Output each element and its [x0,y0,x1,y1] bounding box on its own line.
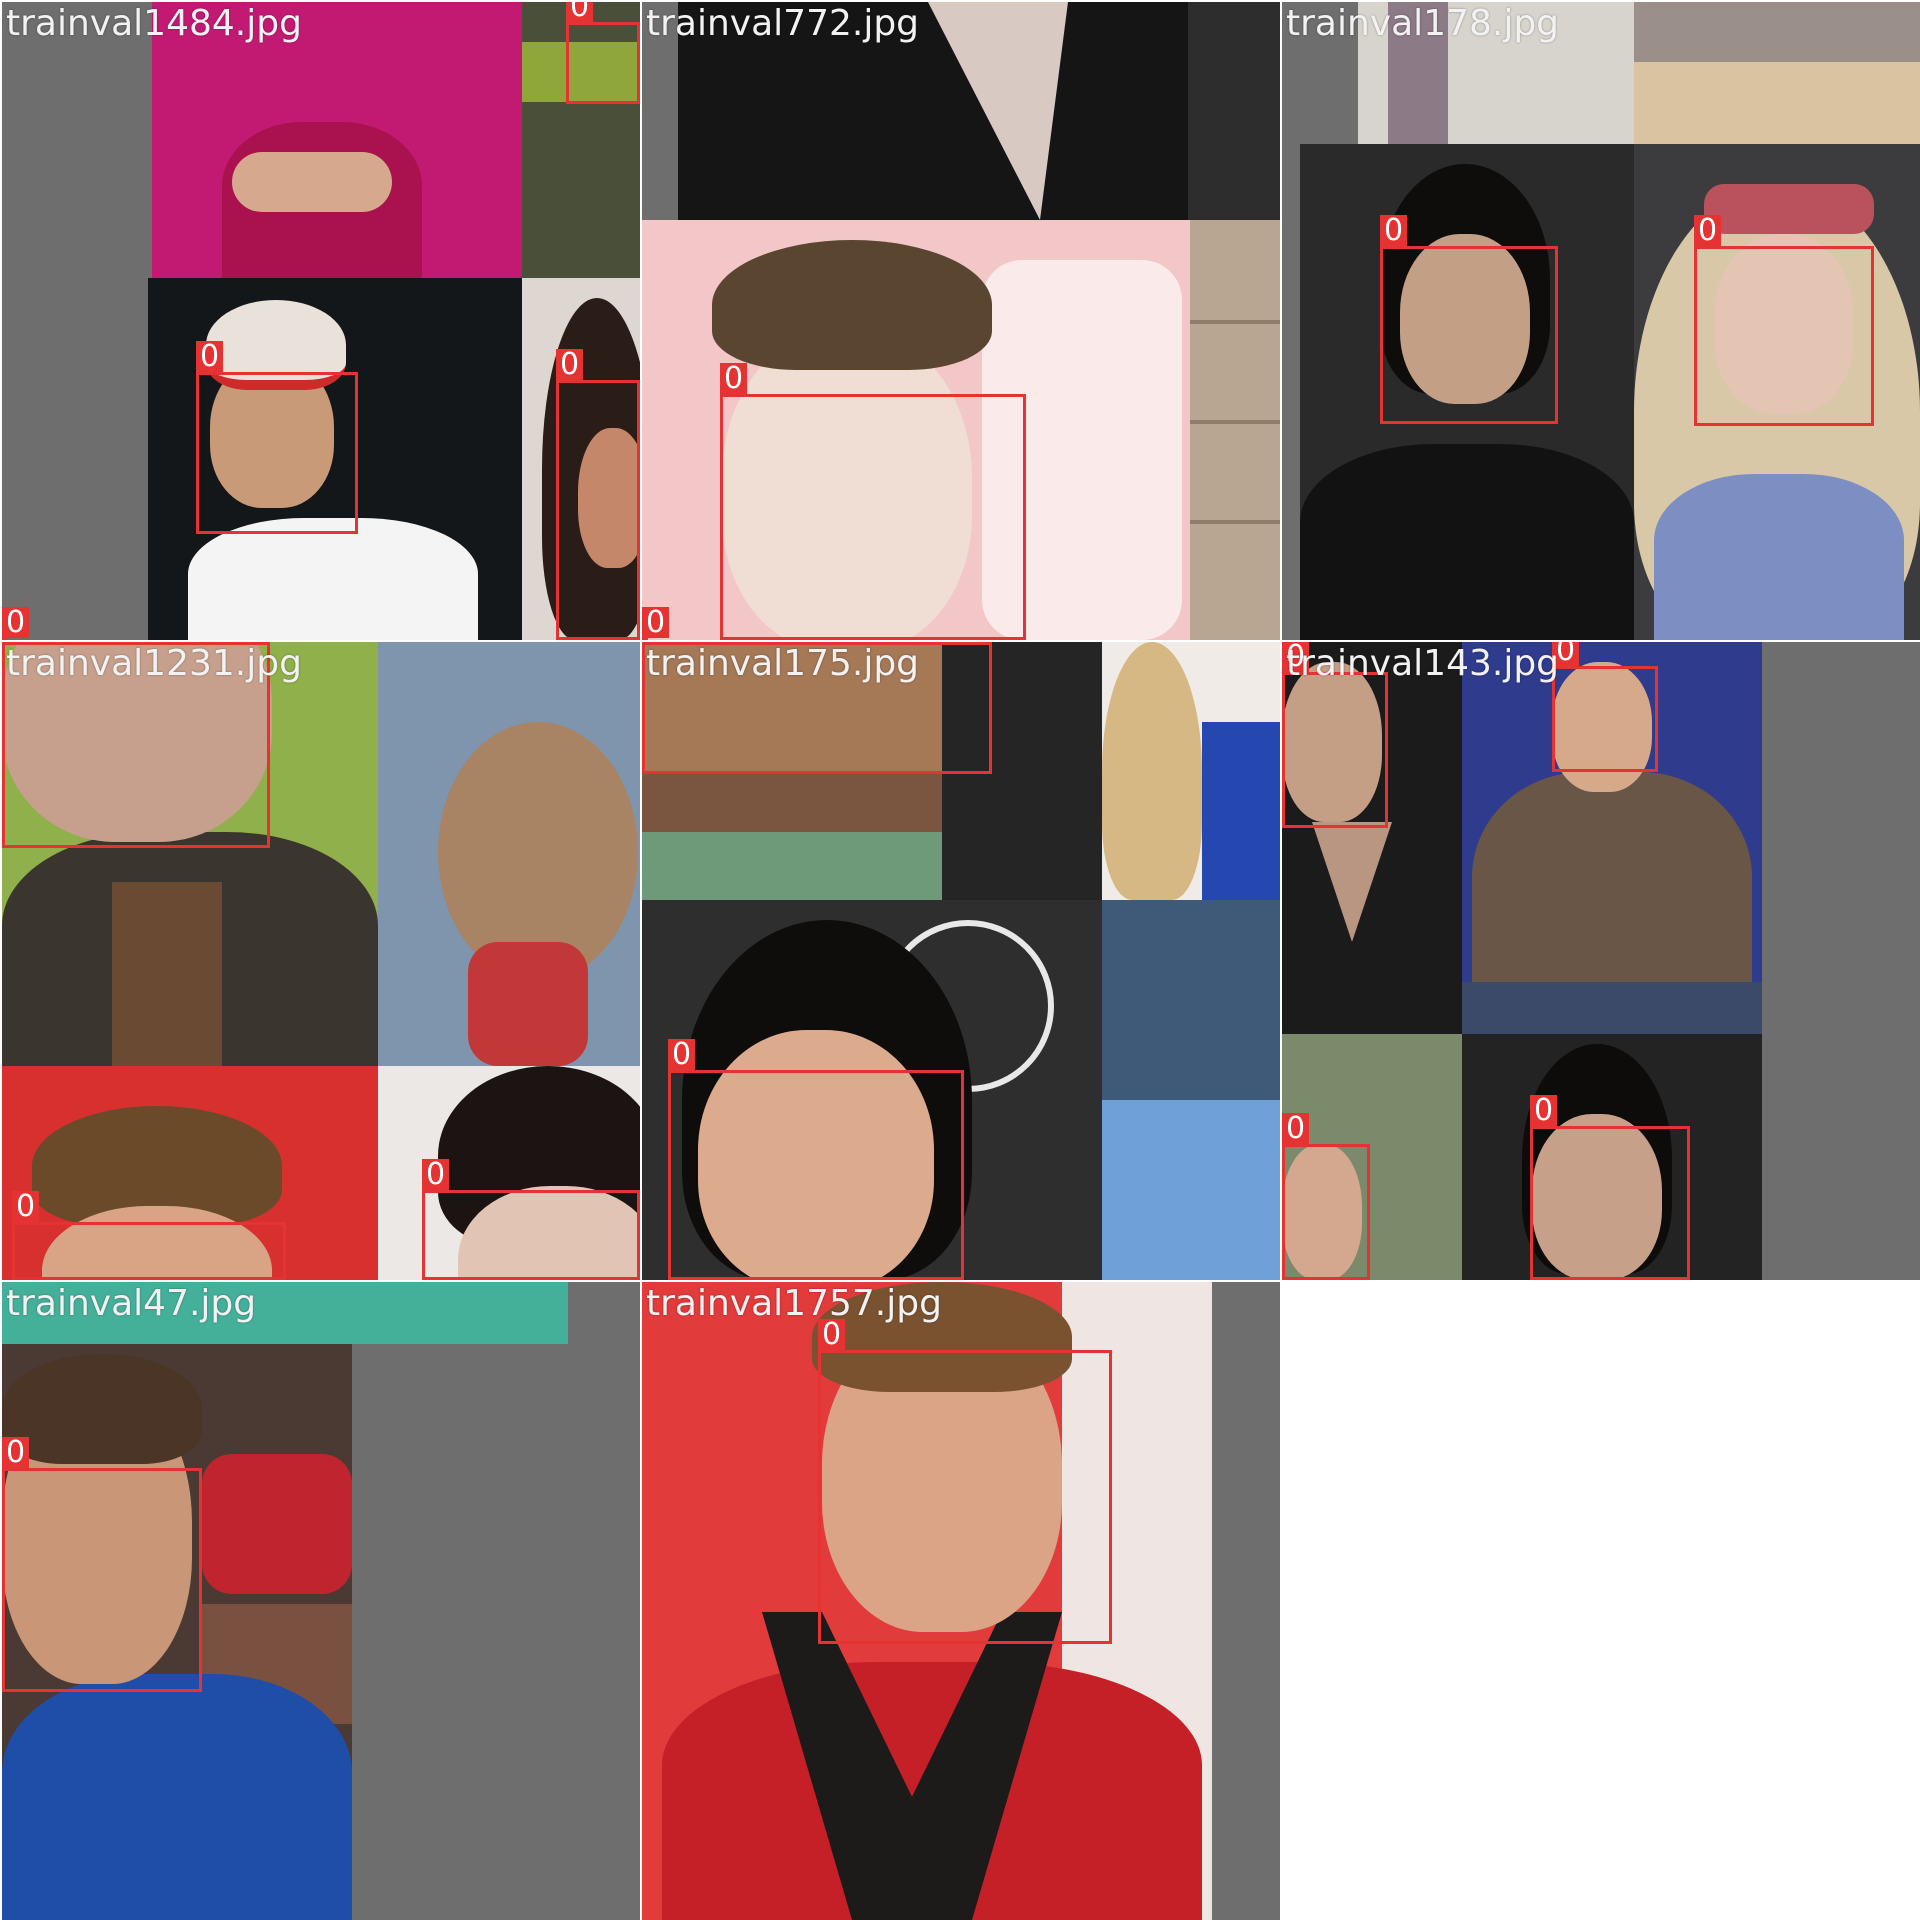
class-label: 0 [196,341,224,372]
face-bounding-box: 0 [1694,215,1874,426]
class-label: 0 [642,607,670,638]
face-bounding-box: 0 [422,1159,640,1280]
photo-crop-blonde-blue [1102,642,1280,900]
class-label: 0 [668,1039,696,1070]
face-bounding-box: 0 [12,1191,286,1280]
face-bounding-box: 0 [1552,642,1658,772]
tile-filename: trainval143.jpg [1286,643,1560,684]
photo-crop-young-man-scarf [642,1282,1212,1920]
tile-filename: trainval1484.jpg [6,3,302,44]
photo-crop-pink-dress [152,2,522,278]
photo-crop-dark-corner [522,2,640,278]
class-label: 0 [1282,642,1310,672]
mosaic-tile-8: trainval1757.jpg 0 [642,1282,1280,1920]
class-label: 0 [1282,1113,1310,1144]
photo-crop-teal-shirt [2,1282,568,1344]
tile-filename: trainval1757.jpg [646,1283,942,1324]
face-bounding-box: 0 [642,607,670,640]
face-bounding-box: 0 [2,1437,202,1692]
photo-crop-fur-coat [378,642,640,1066]
tile-filename: trainval178.jpg [1286,3,1560,44]
photo-crop-brick-wall [1190,220,1280,640]
class-label: 0 [1380,215,1408,246]
class-label: 0 [1552,642,1580,666]
tile-filename: trainval1231.jpg [6,643,302,684]
photo-crop-dark-edge [1188,2,1280,220]
class-label: 0 [2,607,30,638]
mosaic-tile-6: trainval143.jpg 0 0 0 0 [1282,642,1920,1280]
class-label: 0 [422,1159,450,1190]
photo-crop-suit-bag [1358,2,1634,144]
class-label: 0 [556,349,584,380]
class-label: 0 [12,1191,40,1222]
mosaic-tile-1: trainval1484.jpg 0 0 0 0 [2,2,640,640]
face-bounding-box: 0 [818,1319,1112,1644]
face-bounding-box: 0 [642,642,992,774]
face-bounding-box: 0 [2,642,270,848]
face-bounding-box: 0 [1282,642,1388,828]
mosaic-tile-2: trainval772.jpg 0 0 [642,2,1280,640]
class-label: 0 [2,1437,30,1468]
class-label: 0 [720,363,748,394]
photo-crop-man-blue-jacket [2,1344,352,1920]
face-bounding-box: 0 [566,2,640,104]
tile-filename: trainval772.jpg [646,3,920,44]
photo-crop-man-red-bg [2,1066,378,1280]
face-bounding-box: 0 [556,349,640,640]
photo-crop-woman-smiling [1462,1034,1762,1280]
photo-crop-woman-black-hair [1300,144,1634,640]
face-bounding-box: 0 [2,607,30,640]
mosaic-tile-4: trainval1231.jpg 0 0 0 [2,642,640,1280]
class-label: 0 [1530,1095,1558,1126]
photo-crop-black-outfit [678,2,1188,220]
face-bounding-box: 0 [1530,1095,1690,1280]
photo-crop-young-man [642,220,1190,640]
photo-crop-woman-hard-rock [642,900,1102,1280]
photo-crop-woman-black-dress [1282,642,1462,1034]
face-bounding-box: 0 [196,341,358,534]
face-bounding-box: 0 [1282,1113,1370,1280]
tile-filename: trainval175.jpg [646,643,920,684]
photo-crop-blue-blur [1102,900,1280,1280]
face-bounding-box: 0 [668,1039,964,1280]
photo-crop-boy-trees [1282,1034,1462,1280]
class-label: 0 [566,2,594,22]
mosaic-tile-3: trainval178.jpg 0 0 [1282,2,1920,640]
tile-filename: trainval47.jpg [6,1283,257,1324]
photo-crop-woman-forehead [378,1066,640,1280]
photo-crop-chess-board [1634,2,1920,144]
mosaic-tile-7: trainval47.jpg 0 [2,1282,640,1920]
class-label: 0 [818,1319,846,1350]
photo-crop-man-cap [148,278,522,640]
face-bounding-box: 0 [720,363,1026,640]
class-label: 0 [1694,215,1722,246]
photo-crop-older-man [2,642,378,1066]
photo-crop-boy-blazer [1462,642,1762,1034]
mosaic-tile-5: trainval175.jpg 0 0 [642,642,1280,1280]
face-bounding-box: 0 [1380,215,1558,424]
